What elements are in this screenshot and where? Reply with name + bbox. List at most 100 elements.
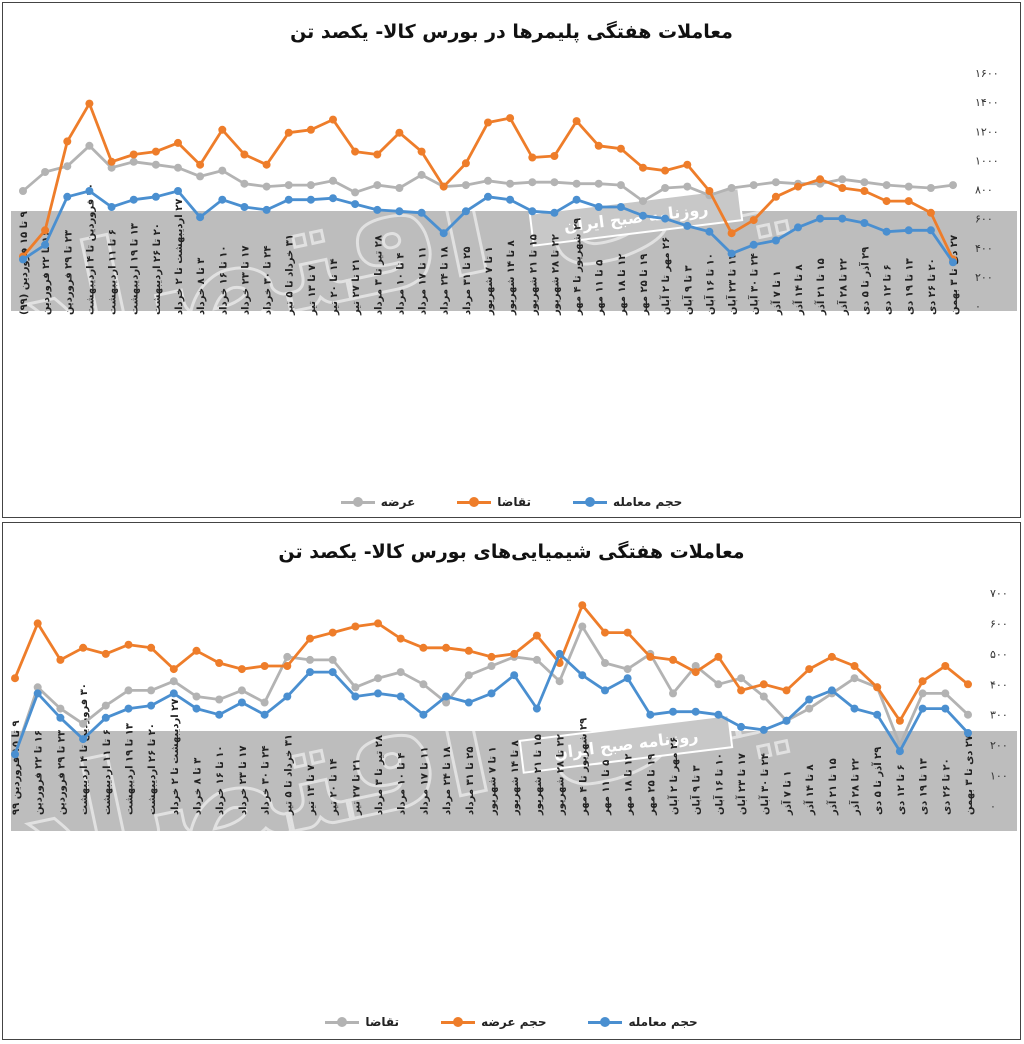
- data-point: [550, 152, 559, 160]
- x-tick-label: ۱ تا ۷ شهریور: [488, 746, 499, 816]
- data-point: [461, 207, 470, 216]
- data-point: [646, 710, 655, 719]
- x-tick-label: ۲۳ تا ۲۹ فروردین: [56, 730, 67, 815]
- x-tick-label: ۱۳ تا ۱۹ دی: [905, 258, 916, 315]
- data-point: [838, 184, 847, 192]
- x-tick-label: ۲۹ آذر تا ۵ دی: [858, 247, 871, 315]
- data-point: [85, 187, 94, 195]
- data-point: [484, 118, 492, 127]
- x-tick-label: ۳۱ خرداد تا ۵ تیر: [283, 734, 294, 816]
- x-tick-label: ۱۷ تا ۲۳ آبان: [726, 253, 739, 315]
- data-point: [794, 182, 802, 191]
- x-tick-label: ۱۴ تا ۲۰ تیر: [329, 259, 340, 316]
- x-tick-label: ۱۴ تا ۲۰ تیر: [329, 759, 340, 816]
- data-point: [683, 221, 692, 230]
- data-point: [262, 182, 271, 191]
- x-tick-label: ۲۱ تا ۲۷ تیر: [351, 759, 362, 816]
- data-point: [215, 695, 224, 704]
- x-tick-label: ۲۳ تا ۲۹ فروردین: [63, 230, 74, 315]
- data-point: [41, 226, 50, 235]
- y-tick-label: ۴۰۰: [990, 678, 1008, 691]
- data-point: [11, 750, 19, 759]
- data-point: [101, 701, 110, 710]
- y-tick-label: ۶۰۰: [975, 213, 993, 226]
- x-tick-label: ۲۲ تا ۲۸ شهریور: [550, 234, 561, 316]
- data-point: [594, 141, 603, 150]
- data-point: [532, 631, 541, 640]
- data-point: [79, 643, 88, 652]
- data-point: [101, 649, 110, 658]
- data-point: [56, 704, 65, 713]
- data-point: [941, 704, 950, 713]
- x-tick-label: ۱۳ تا ۱۹ اردیبهشت: [124, 723, 135, 815]
- chart-title: معاملات هفتگی پلیمرها در بورس کالا- یکصد…: [290, 21, 733, 43]
- data-point: [351, 200, 360, 209]
- data-point: [691, 707, 700, 716]
- x-tick-label: ۲۶ مهر تا ۲ آبان: [667, 737, 680, 815]
- x-tick-label: ۲۹ شهریور تا ۴ مهر: [578, 718, 589, 816]
- data-point: [639, 197, 647, 206]
- data-point: [532, 704, 541, 713]
- data-point: [237, 698, 246, 707]
- data-point: [237, 686, 246, 695]
- data-point: [442, 698, 451, 707]
- data-point: [661, 214, 670, 223]
- data-point: [594, 179, 603, 188]
- data-point: [306, 195, 315, 204]
- data-point: [56, 655, 65, 664]
- x-tick-label: ۱۲ تا ۱۸ مهر: [617, 254, 628, 316]
- data-point: [759, 725, 768, 734]
- data-point: [260, 698, 269, 707]
- data-point: [873, 683, 882, 692]
- legend-item: حجم معامله: [588, 1015, 698, 1029]
- data-point: [107, 163, 116, 172]
- data-point: [395, 184, 404, 192]
- x-tick-label: ۷ تا ۱۳ تیر: [306, 765, 317, 816]
- x-tick-label: ۸ تا ۱۴ آذر: [792, 264, 805, 316]
- data-point: [306, 634, 314, 643]
- watermark-badge: [528, 187, 744, 247]
- data-point: [283, 692, 292, 701]
- legend-item: حجم عرضه: [441, 1015, 546, 1029]
- x-tick-label: ۲۶ مهر تا ۲ آبان: [659, 237, 672, 315]
- data-point: [464, 671, 473, 680]
- data-point: [192, 692, 201, 701]
- x-tick-label: ۱۸ تا ۲۴ مرداد: [442, 746, 453, 815]
- data-point: [284, 181, 293, 190]
- data-point: [705, 187, 714, 195]
- data-point: [749, 181, 758, 190]
- data-point: [838, 175, 847, 184]
- data-point: [616, 144, 625, 153]
- data-point: [442, 643, 451, 652]
- data-point: [782, 716, 791, 725]
- data-point: [616, 203, 625, 211]
- x-tick-label: ۱۷ تا ۲۳ خرداد: [238, 745, 249, 815]
- y-tick-label: ۵۰۰: [990, 648, 1008, 661]
- legend-item: حجم معامله: [573, 495, 682, 509]
- data-point: [639, 211, 647, 220]
- x-tick-label: ۱۱ تا ۱۷ مرداد: [418, 246, 429, 315]
- data-point: [737, 686, 746, 695]
- data-point: [623, 665, 632, 674]
- data-point: [215, 659, 224, 667]
- data-point: [669, 707, 677, 716]
- data-point: [218, 195, 227, 204]
- x-tick-label: ۲۰ تا ۲۶ دی: [927, 258, 938, 315]
- chemicals-chart-panel: معاملات هفتگی شیمیایی‌های بورس کالا- یکص…: [2, 522, 1021, 1040]
- watermark-brand: دنیای اقتصاد: [3, 561, 937, 925]
- data-point: [396, 692, 405, 701]
- data-point: [639, 163, 647, 172]
- watermark-band: [11, 731, 1017, 831]
- y-tick-label: ۰: [990, 800, 996, 813]
- data-point: [691, 662, 700, 670]
- x-tick-label: ۲۸ تیر تا ۳ مرداد: [374, 735, 385, 815]
- data-point: [578, 601, 587, 610]
- data-point: [949, 181, 957, 190]
- x-tick-label: ۲۷ اردیبهشت تا ۲ خرداد: [170, 699, 181, 815]
- data-point: [79, 719, 88, 728]
- x-tick-label: ۱۵ تا ۲۱ آذر: [826, 758, 839, 816]
- data-point: [578, 671, 587, 680]
- data-point: [941, 689, 950, 698]
- data-point: [860, 178, 869, 187]
